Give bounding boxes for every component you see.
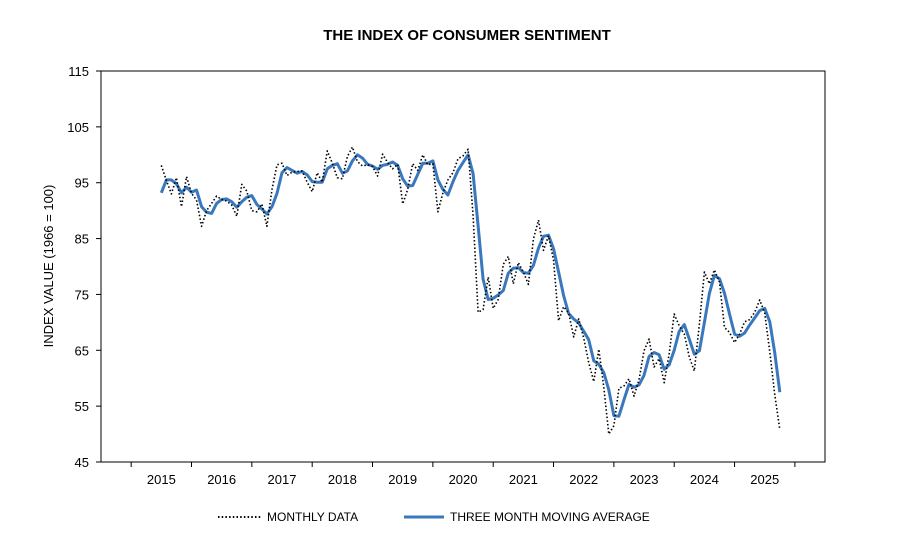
y-tick-label: 95 xyxy=(75,176,89,191)
y-tick-label: 85 xyxy=(75,232,89,247)
y-tick-label: 115 xyxy=(68,64,89,79)
x-tick-label: 2020 xyxy=(449,472,478,487)
y-tick-label: 105 xyxy=(67,120,89,135)
legend: MONTHLY DATA THREE MONTH MOVING AVERAGE xyxy=(218,510,650,524)
x-tick-label: 2019 xyxy=(388,472,417,487)
y-axis: 45 55 65 75 85 95 105 115 xyxy=(67,64,101,470)
y-tick-label: 65 xyxy=(75,343,89,358)
x-tick-label: 2025 xyxy=(750,472,779,487)
series-line-monthly-data xyxy=(160,146,781,435)
y-axis-title: INDEX VALUE (1966 = 100) xyxy=(41,185,56,348)
y-tick-label: 45 xyxy=(75,455,89,470)
plot-area xyxy=(100,70,826,463)
legend-label-monthly: MONTHLY DATA xyxy=(267,510,358,524)
x-tick-label: 2016 xyxy=(207,472,236,487)
chart-title: THE INDEX OF CONSUMER SENTIMENT xyxy=(323,27,611,44)
x-tick-label: 2023 xyxy=(630,472,659,487)
x-tick-label: 2018 xyxy=(328,472,357,487)
series-layer xyxy=(159,146,782,435)
series-line-three-month-moving-average xyxy=(159,153,782,418)
y-tick-label: 55 xyxy=(75,399,89,414)
legend-label-moving-average: THREE MONTH MOVING AVERAGE xyxy=(450,510,650,524)
x-tick-label: 2017 xyxy=(268,472,297,487)
x-tick-label: 2015 xyxy=(147,472,176,487)
x-axis: 2015 2016 2017 2018 2019 2020 2021 2022 2023 2024… xyxy=(130,462,796,487)
x-tick-label: 2022 xyxy=(569,472,598,487)
y-tick-label: 75 xyxy=(75,287,89,302)
x-tick-label: 2024 xyxy=(690,472,719,487)
x-tick-label: 2021 xyxy=(509,472,538,487)
